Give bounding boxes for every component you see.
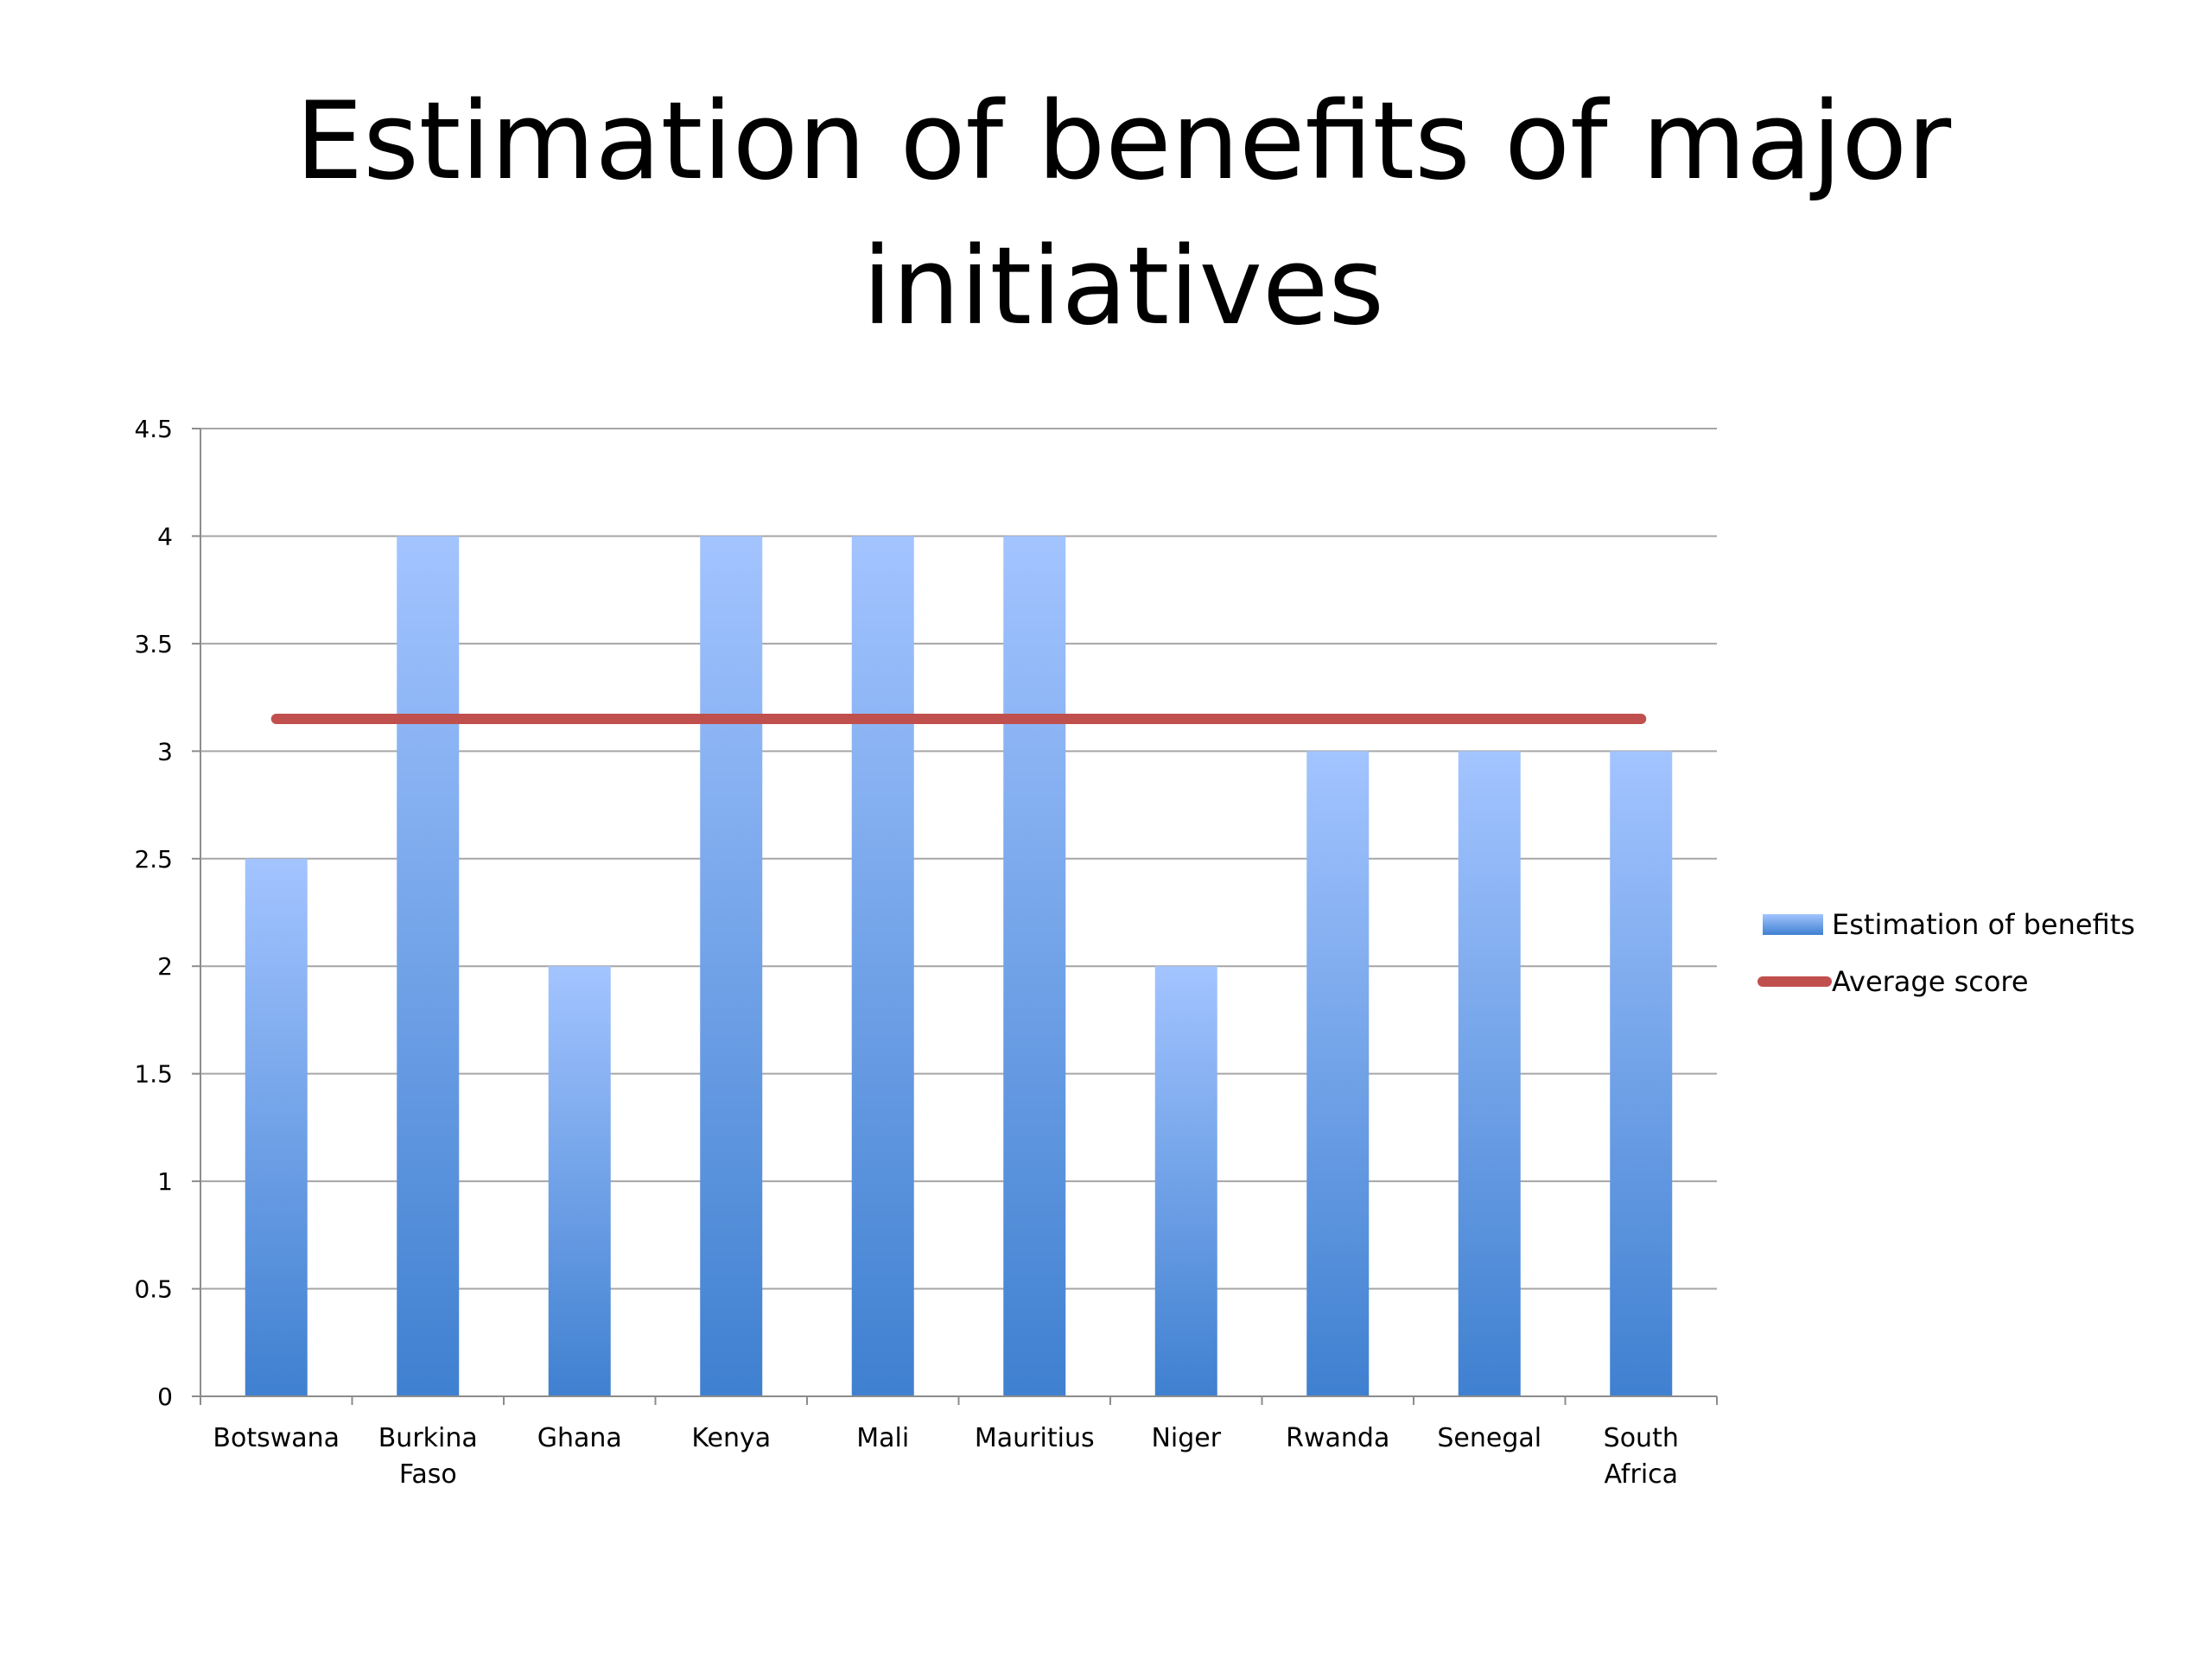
x-tick-label: Mali <box>856 1423 909 1453</box>
legend: Estimation of benefits Average score <box>1758 908 2135 998</box>
bar <box>1003 536 1066 1396</box>
bar <box>1610 751 1673 1396</box>
x-tick-label: Senegal <box>1437 1423 1541 1453</box>
chart-title: Estimation of benefits of major initiati… <box>295 79 1952 349</box>
y-tick-label: 4.5 <box>134 415 173 443</box>
legend-label: Estimation of benefits <box>1832 908 2135 941</box>
y-tick-label: 1 <box>157 1167 173 1196</box>
x-tick-label: Kenya <box>691 1423 771 1453</box>
bar <box>851 536 914 1396</box>
legend-label: Average score <box>1832 965 2029 998</box>
x-tick-label: Faso <box>399 1459 457 1490</box>
y-tick-label: 1.5 <box>134 1060 173 1089</box>
y-tick-label: 2 <box>157 952 173 981</box>
y-tick-label: 3 <box>157 737 173 766</box>
legend-swatch-bar <box>1763 914 1823 935</box>
bars <box>245 536 1673 1396</box>
bar <box>245 858 308 1396</box>
x-tick-label: Africa <box>1604 1459 1678 1490</box>
bar <box>397 536 460 1396</box>
x-tick-label: Ghana <box>537 1423 622 1453</box>
bar <box>700 536 763 1396</box>
bar <box>1306 751 1370 1396</box>
x-tick-label: Rwanda <box>1286 1423 1389 1453</box>
x-tick-label: South <box>1604 1423 1679 1453</box>
y-tick-label: 2.5 <box>134 845 173 874</box>
axes <box>192 428 1718 1405</box>
bar <box>548 966 611 1396</box>
x-tick-label: Burkina <box>378 1423 478 1453</box>
y-tick-label: 3.5 <box>134 630 173 658</box>
y-tick-label: 0 <box>157 1382 173 1411</box>
bar <box>1458 751 1521 1396</box>
y-tick-labels: 0 0.5 1 1.5 2 2.5 3 3.5 4 4.5 <box>134 415 173 1411</box>
y-tick-label: 0.5 <box>134 1275 173 1304</box>
y-tick-label: 4 <box>157 522 173 550</box>
x-tick-label: Botswana <box>213 1423 340 1453</box>
bar <box>1154 966 1217 1396</box>
x-tick-label: Niger <box>1151 1423 1221 1453</box>
x-tick-labels: Botswana Burkina Faso Ghana Kenya Mali Mauriti… <box>213 1423 1678 1490</box>
x-tick-label: Mauritius <box>975 1423 1095 1453</box>
